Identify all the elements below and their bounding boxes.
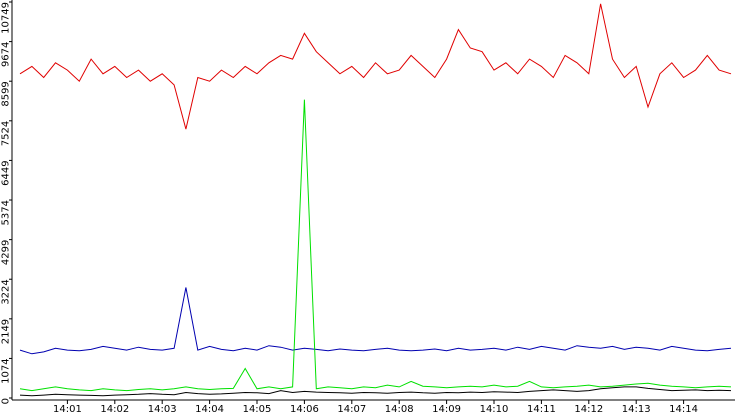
y-tick-label: 6449 [1,160,12,185]
x-tick-label: 14:07 [337,404,366,415]
x-tick-label: 14:03 [148,404,177,415]
x-tick-label: 14:13 [622,404,651,415]
y-tick-label: 5374 [1,200,12,225]
y-tick-label: 4299 [1,240,12,265]
x-tick-label: 14:12 [574,404,603,415]
x-tick-label: 14:04 [195,404,224,415]
y-tick-label: 10749 [1,2,12,34]
y-tick-label: 8599 [1,81,12,106]
y-tick-label: 2149 [1,319,12,344]
x-tick-label: 14:06 [290,404,319,415]
x-tick-label: 14:02 [100,404,129,415]
x-tick-label: 14:10 [480,404,509,415]
y-tick-label: 9674 [1,42,12,67]
y-tick-label: 0 [1,398,12,404]
x-tick-label: 14:05 [243,404,272,415]
x-tick-label: 14:08 [385,404,414,415]
line-series [19,287,732,355]
y-tick-label: 3224 [1,279,12,304]
x-tick-label: 14:01 [53,404,82,415]
line-series [19,99,732,392]
x-tick-label: 14:11 [527,404,556,415]
y-tick-label: 7524 [1,121,12,146]
y-tick-label: 1074 [1,358,12,383]
x-tick-label: 14:14 [669,404,698,415]
line-series [19,386,732,397]
x-tick-label: 14:09 [432,404,461,415]
line-series [19,3,732,130]
